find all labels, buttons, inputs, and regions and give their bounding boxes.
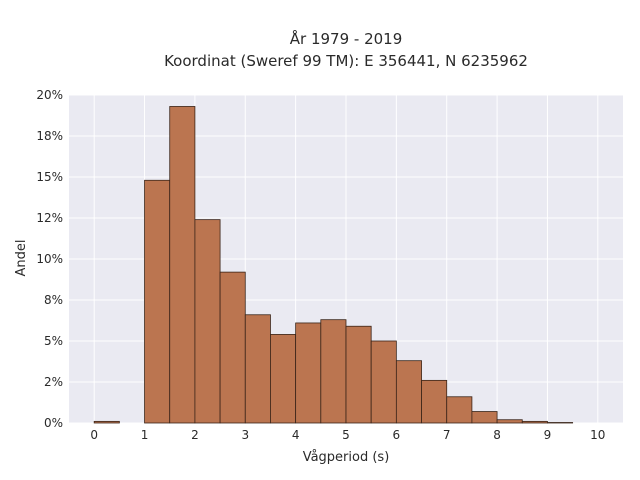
x-tick-label: 3 bbox=[241, 428, 249, 442]
y-tick-label: 20% bbox=[36, 88, 63, 102]
histogram-bar bbox=[471, 411, 498, 424]
chart-title-line2: Koordinat (Sweref 99 TM): E 356441, N 62… bbox=[164, 52, 528, 70]
x-tick-label: 0 bbox=[90, 428, 98, 442]
y-tick-label: 18% bbox=[36, 129, 63, 143]
y-tick-labels: 0% 2% 5% 8% 10% 12% 15% 18% 20% bbox=[36, 88, 63, 430]
y-tick-label: 2% bbox=[44, 375, 63, 389]
histogram-bar bbox=[345, 325, 372, 424]
x-tick-label: 9 bbox=[544, 428, 552, 442]
x-tick-labels: 0 1 2 3 4 5 6 7 8 9 10 bbox=[90, 428, 605, 442]
histogram-bar bbox=[446, 396, 473, 424]
histogram-bar bbox=[421, 379, 448, 424]
x-tick-label: 6 bbox=[393, 428, 401, 442]
x-tick-label: 8 bbox=[493, 428, 501, 442]
y-tick-label: 15% bbox=[36, 170, 63, 184]
histogram-bar bbox=[370, 340, 397, 424]
y-tick-label: 0% bbox=[44, 416, 63, 430]
x-tick-label: 4 bbox=[292, 428, 300, 442]
x-tick-label: 10 bbox=[590, 428, 605, 442]
histogram-bar bbox=[219, 271, 246, 424]
x-tick-label: 1 bbox=[141, 428, 149, 442]
x-tick-label: 5 bbox=[342, 428, 350, 442]
histogram-bar bbox=[395, 360, 422, 424]
histogram-bar bbox=[496, 419, 523, 424]
y-tick-label: 8% bbox=[44, 293, 63, 307]
histogram-bar bbox=[295, 322, 322, 424]
histogram-bar bbox=[521, 420, 548, 424]
histogram-bar bbox=[320, 319, 347, 424]
y-tick-label: 10% bbox=[36, 252, 63, 266]
histogram-bar bbox=[244, 314, 271, 424]
x-tick-label: 7 bbox=[443, 428, 451, 442]
x-tick-label: 2 bbox=[191, 428, 199, 442]
histogram-bar bbox=[144, 179, 171, 424]
x-axis-label: Vågperiod (s) bbox=[303, 450, 390, 465]
y-tick-label: 5% bbox=[44, 334, 63, 348]
histogram-bar bbox=[270, 334, 297, 424]
histogram-bar bbox=[194, 219, 221, 424]
y-tick-label: 12% bbox=[36, 211, 63, 225]
chart-title-line1: År 1979 - 2019 bbox=[290, 29, 403, 48]
bars-group bbox=[93, 106, 574, 424]
y-axis-label: Andel bbox=[14, 240, 29, 277]
histogram-bar bbox=[93, 420, 120, 424]
histogram-bar bbox=[169, 106, 196, 424]
